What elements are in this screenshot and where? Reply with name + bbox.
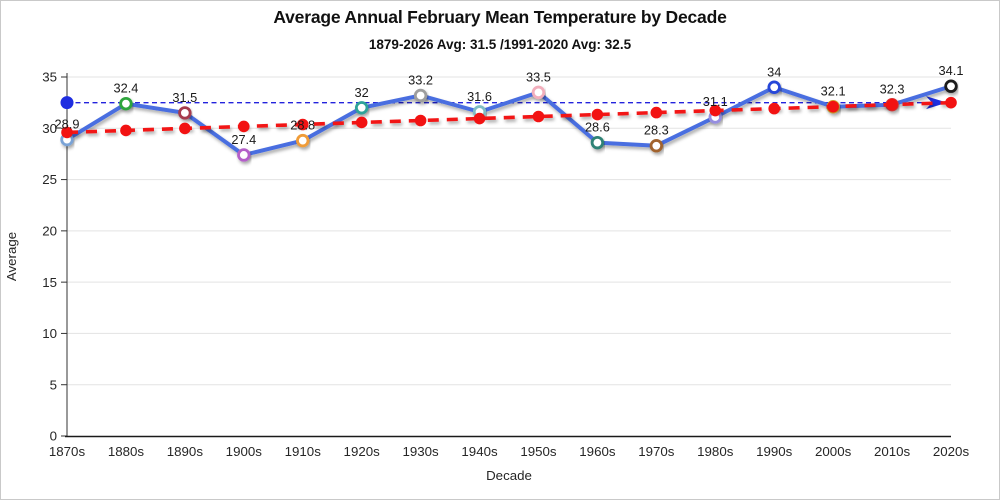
trend-point-1900s	[238, 120, 250, 133]
x-axis-tick-label: 1920s	[344, 444, 381, 459]
y-axis-tick-label: 20	[42, 224, 57, 239]
data-point-label: 28.9	[55, 117, 80, 132]
x-axis: 1870s 1880s 1890s 1900s 1910s 1920s 1930s 1940s…	[49, 435, 970, 483]
x-axis-tick-label: 1970s	[638, 444, 675, 459]
data-point-label: 32	[355, 85, 369, 100]
data-point-1890s	[178, 106, 192, 120]
data-point-1900s	[237, 148, 251, 162]
data-point-label: 31.5	[172, 90, 197, 105]
data-point-label: 28.3	[644, 123, 669, 138]
x-axis-tick-label: 1960s	[579, 444, 616, 459]
data-point-label: 33.5	[526, 69, 551, 84]
trend-point-1870s	[61, 126, 73, 139]
data-point-label: 31.6	[467, 89, 492, 104]
data-point-1920s	[354, 101, 369, 115]
x-axis-tick-label: 1990s	[756, 444, 793, 459]
trend-point-1880s	[120, 124, 132, 137]
x-axis-tick-label: 1880s	[108, 444, 145, 459]
x-axis-tick-label: 1900s	[226, 444, 263, 459]
x-axis-tick-label: 2000s	[815, 444, 852, 459]
temperature-line	[65, 84, 953, 157]
x-axis-tick-label: 1980s	[697, 444, 734, 459]
trend-point-1950s	[532, 110, 545, 123]
chart-subtitle: 1879-2026 Avg: 31.5 /1991-2020 Avg: 32.5	[368, 37, 632, 52]
trend-point-1930s	[414, 114, 427, 127]
data-point-label: 34	[767, 64, 781, 79]
y-axis-title: Average	[4, 232, 19, 281]
reference-line-1991-2020-avg	[60, 96, 947, 110]
data-point-1880s	[119, 96, 133, 111]
data-point-label: 33.2	[408, 72, 433, 87]
trend-point-1890s	[179, 122, 191, 135]
x-axis-tick-label: 2010s	[874, 444, 911, 459]
trend-point-1940s	[473, 112, 486, 125]
data-point-2020s	[944, 79, 958, 93]
trend-point-1960s	[591, 108, 604, 121]
x-axis-tick-label: 1870s	[49, 444, 86, 459]
y-axis-tick-label: 35	[42, 70, 57, 85]
trend-point-1980s	[709, 104, 722, 117]
x-axis-tick-label: 1890s	[167, 444, 204, 459]
chart-title: Average Annual February Mean Temperature…	[273, 7, 727, 27]
data-point-label: 28.6	[585, 120, 610, 135]
trend-point-2000s	[827, 100, 839, 113]
data-point-label: 34.1	[939, 63, 964, 78]
y-axis-tick-label: 10	[42, 326, 57, 341]
x-axis-tick-label: 1930s	[402, 444, 439, 459]
gridlines	[67, 76, 951, 386]
data-point-label: 32.3	[880, 82, 905, 97]
reference-end-arrow-icon	[926, 96, 947, 110]
x-axis-tick-label: 1940s	[461, 444, 498, 459]
y-axis-tick-label: 0	[50, 429, 57, 444]
trend-point-1990s	[768, 102, 780, 115]
trend-point-2020s	[945, 96, 957, 109]
data-point-label: 27.4	[231, 132, 256, 147]
y-axis-tick-label: 5	[50, 377, 57, 392]
data-point-label: 32.1	[821, 84, 846, 99]
data-point-label: 28.8	[290, 118, 315, 133]
data-point-1960s	[590, 135, 605, 150]
x-axis-tick-label: 1910s	[285, 444, 322, 459]
trend-point-1970s	[650, 106, 663, 119]
y-axis: 0 5 10 15 20 25 30 35 Average	[4, 70, 68, 444]
trend-point-1910s	[296, 118, 309, 131]
reference-start-dot	[60, 96, 74, 110]
x-axis-tick-label: 2020s	[933, 444, 970, 459]
data-point-1990s	[767, 80, 781, 94]
trend-line	[66, 100, 952, 135]
x-axis-title: Decade	[486, 468, 532, 483]
y-axis-tick-label: 25	[42, 172, 57, 187]
data-labels: 28.9 32.4 31.5 27.4 28.8 32 33.2 31.6 33.5 28.6 28…	[55, 63, 964, 147]
data-point-1950s	[531, 85, 546, 100]
trend-point-2010s	[886, 98, 898, 111]
y-axis-tick-label: 30	[42, 121, 57, 136]
trend-series	[61, 96, 957, 139]
trend-point-1920s	[355, 116, 368, 129]
y-axis-tick-label: 15	[42, 275, 57, 290]
x-axis-tick-label: 1950s	[520, 444, 557, 459]
data-point-label: 31.1	[703, 94, 728, 109]
data-point-1930s	[413, 88, 428, 103]
data-point-label: 32.4	[113, 81, 138, 96]
data-point-1910s	[296, 133, 310, 148]
data-point-1970s	[649, 139, 664, 153]
